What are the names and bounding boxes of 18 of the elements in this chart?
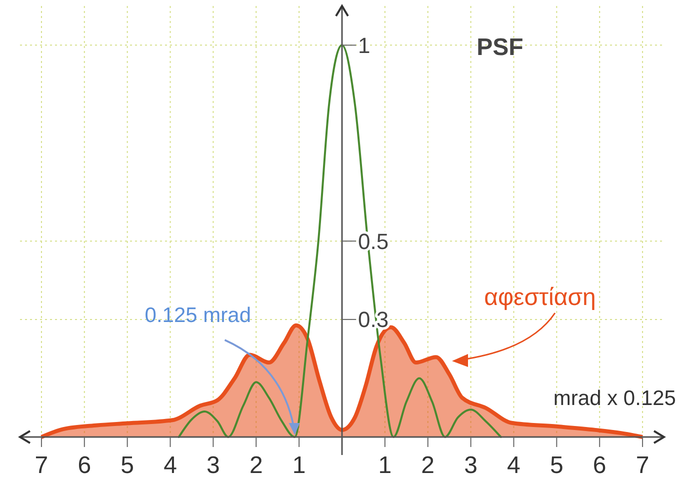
text: αφεστίαση [484,284,596,311]
x-tick-label: 7 [34,452,48,479]
x-tick-label: 3 [206,452,220,479]
x-tick-label: 5 [120,452,134,479]
text: PSF [476,34,524,61]
annotation: 0.125 mrad [144,304,252,327]
x-tick-label: 6 [592,452,606,479]
x-tick-label: 4 [507,452,520,479]
x-tick-label: 1 [292,452,306,479]
x-tick-label: 6 [78,452,92,479]
x-tick-label: 4 [164,452,177,479]
x-tick-label: 2 [421,452,435,479]
x-tick-label: 7 [636,452,650,479]
y-tick-label: 1 [358,32,370,58]
x-tick-label: 2 [249,452,263,479]
x-tick-label: 3 [464,452,478,479]
x-tick-label: 5 [550,452,564,479]
x-axis-title: mrad x 0.125 [553,387,676,410]
